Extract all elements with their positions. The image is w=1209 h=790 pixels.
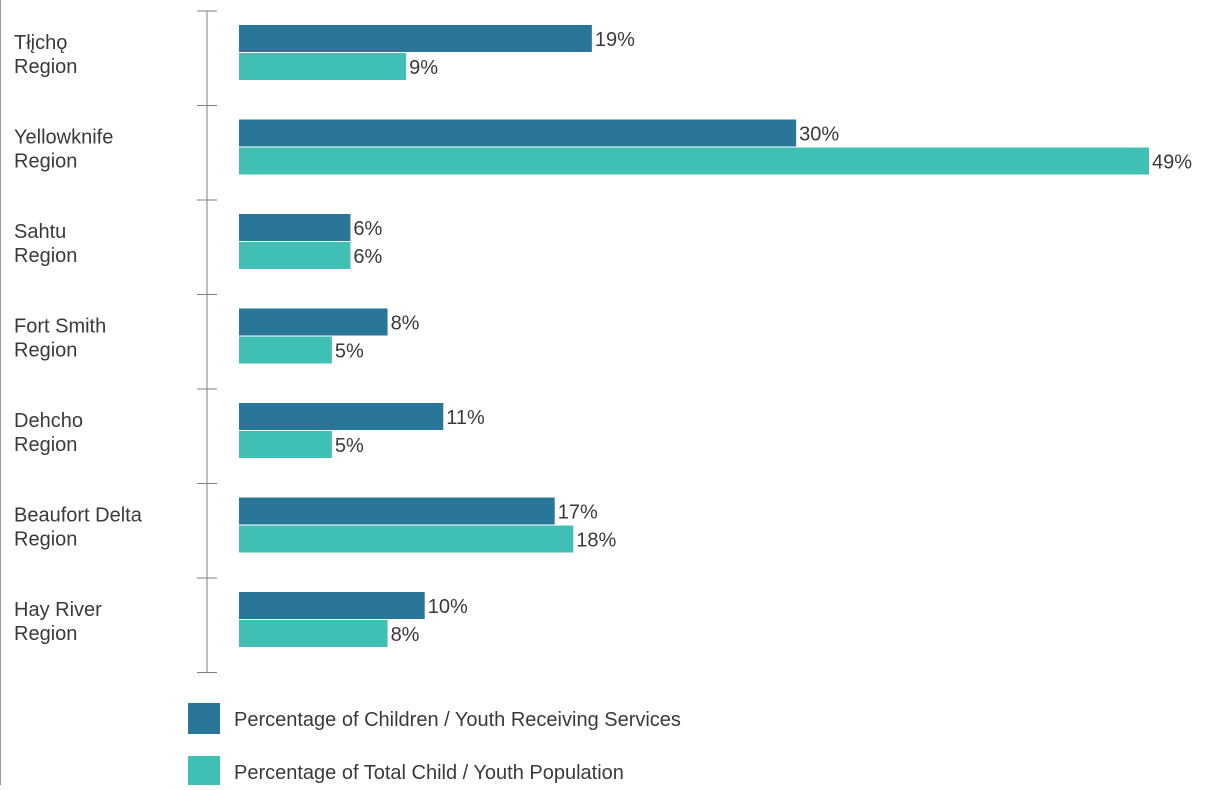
data-label: 49%	[1152, 152, 1192, 174]
data-label: 5%	[335, 435, 364, 457]
bar-services	[239, 214, 351, 241]
bar-population	[239, 431, 332, 458]
data-label: 6%	[353, 246, 382, 268]
bar-population	[239, 242, 351, 269]
bars	[239, 25, 1149, 647]
data-label: 18%	[576, 530, 616, 552]
category-label: Hay River Region	[14, 599, 102, 645]
legend-swatch	[188, 756, 220, 787]
category-label: Tłįchǫ Region	[14, 32, 77, 78]
bar-population	[239, 620, 388, 647]
bar-population	[239, 147, 1149, 175]
data-label: 8%	[391, 313, 420, 335]
data-label: 6%	[353, 218, 382, 240]
category-label: Yellowknife Region	[14, 127, 113, 173]
data-label: 11%	[446, 407, 485, 429]
bar-services	[239, 403, 444, 430]
value-labels: 19% 9% 30% 49% 6% 6% 8% 5% 11% 5% 17% 18% 10% 8%	[335, 29, 1192, 646]
category-label: Fort Smith Region	[14, 316, 106, 362]
legend-label: Percentage of Total Child / Youth Popula…	[234, 762, 624, 784]
legend-swatch	[188, 703, 220, 734]
data-label: 17%	[558, 502, 598, 524]
category-label: Beaufort Delta Region	[14, 505, 143, 551]
bar-services	[239, 119, 797, 147]
data-label: 5%	[335, 341, 364, 363]
bar-services	[239, 25, 592, 52]
legend: Percentage of Children / Youth Receiving…	[188, 703, 681, 787]
category-labels: Tłįchǫ Region Yellowknife Region Sahtu Region…	[14, 32, 143, 645]
bar-services	[239, 308, 388, 336]
data-label: 30%	[799, 124, 839, 146]
bar-population	[239, 525, 574, 553]
left-border	[0, 0, 1, 785]
data-label: 10%	[428, 596, 468, 618]
data-label: 8%	[391, 624, 420, 646]
bar-services	[239, 592, 425, 619]
data-label: 9%	[409, 57, 438, 79]
bar-population	[239, 336, 332, 364]
category-label: Sahtu Region	[14, 221, 77, 267]
category-axis	[197, 10, 217, 673]
bar-population	[239, 53, 407, 80]
data-label: 19%	[595, 29, 635, 51]
bar-services	[239, 497, 555, 525]
category-label: Dehcho Region	[14, 410, 83, 456]
legend-label: Percentage of Children / Youth Receiving…	[234, 709, 681, 731]
